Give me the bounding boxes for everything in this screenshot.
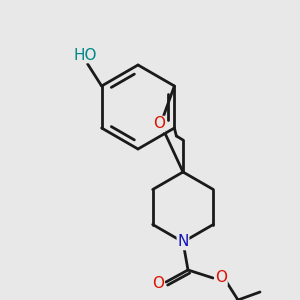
Text: O: O <box>215 271 227 286</box>
Text: O: O <box>153 116 165 131</box>
Text: N: N <box>177 235 189 250</box>
Text: O: O <box>152 277 164 292</box>
Text: HO: HO <box>74 47 98 62</box>
